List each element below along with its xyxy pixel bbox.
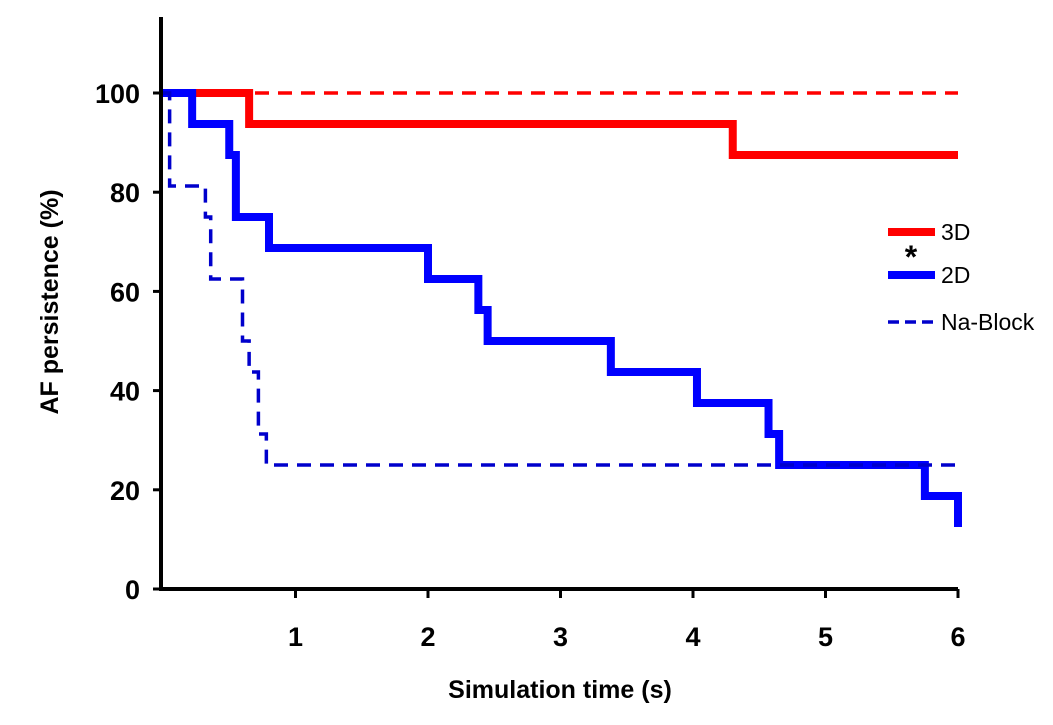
x-axis-title: Simulation time (s) <box>448 676 672 704</box>
y-tick-label: 40 <box>110 377 140 407</box>
ticks: 0 20 40 60 80 100 1 2 3 4 5 6 <box>95 79 966 652</box>
legend-label: 3D <box>941 219 970 245</box>
y-axis-title: AF persistence (%) <box>36 189 64 414</box>
series-line-2d <box>163 89 962 527</box>
x-tick-label: 3 <box>553 622 568 652</box>
series-layer <box>163 89 962 527</box>
x-tick-label: 4 <box>685 622 700 652</box>
axes <box>159 17 958 591</box>
legend-label: Na-Block <box>941 309 1035 335</box>
x-tick-label: 1 <box>288 622 303 652</box>
x-tick-label: 5 <box>818 622 833 652</box>
legend-label: 2D <box>941 262 970 288</box>
series-line-na-block <box>163 91 958 467</box>
y-tick-label: 60 <box>110 277 140 307</box>
significance-annotation: * <box>905 239 918 275</box>
y-tick-label: 100 <box>95 79 140 109</box>
y-tick-label: 0 <box>125 575 140 605</box>
y-tick-label: 80 <box>110 178 140 208</box>
y-tick-label: 20 <box>110 476 140 506</box>
x-tick-label: 6 <box>950 622 965 652</box>
series-line-3d <box>163 89 958 159</box>
legend: 3D 2D Na-Block * <box>888 219 1035 335</box>
x-tick-label: 2 <box>420 622 435 652</box>
